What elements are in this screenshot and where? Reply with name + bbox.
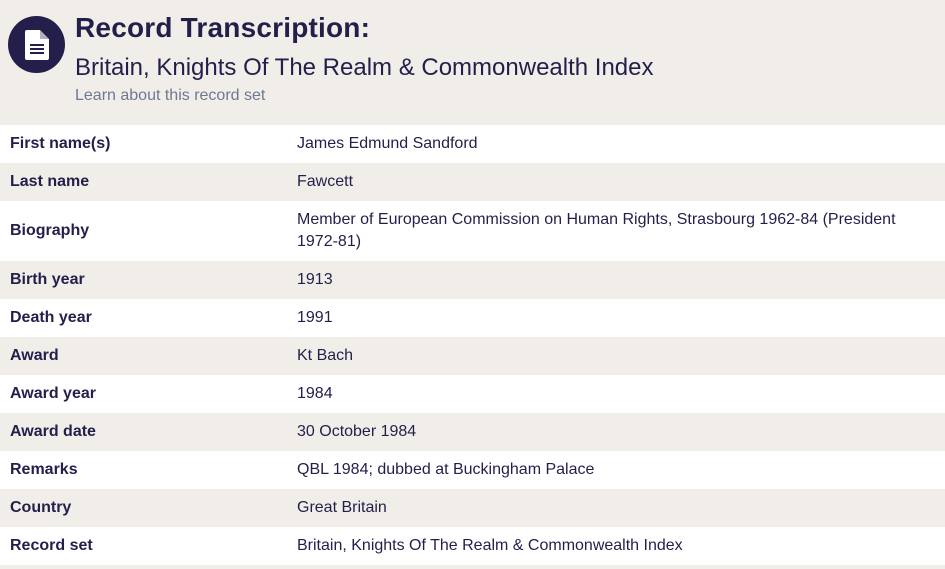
field-value: QBL 1984; dubbed at Buckingham Palace — [297, 461, 595, 478]
field-value: Kt Bach — [297, 347, 354, 364]
field-label: Country — [10, 499, 72, 516]
field-value: 1913 — [297, 271, 333, 288]
table-row: Biography Member of European Commission … — [0, 201, 945, 261]
table-row: Country Great Britain — [0, 489, 945, 527]
field-label: Death year — [10, 309, 92, 326]
field-label: Biography — [10, 222, 90, 239]
field-value: 1991 — [297, 309, 333, 326]
table-row: Record set Britain, Knights Of The Realm… — [0, 527, 945, 565]
page-title: Record Transcription: — [75, 12, 371, 43]
field-label: Record set — [10, 537, 93, 554]
field-label: Award year — [10, 385, 96, 402]
table-row: Award year 1984 — [0, 375, 945, 413]
table-row: Death year 1991 — [0, 299, 945, 337]
field-value: 30 October 1984 — [297, 423, 417, 440]
field-value: Britain, Knights Of The Realm & Commonwe… — [297, 537, 683, 554]
field-label: Last name — [10, 173, 90, 190]
field-label: Award — [10, 347, 59, 364]
table-row: Birth year 1913 — [0, 261, 945, 299]
field-label: Birth year — [10, 271, 85, 288]
table-row: First name(s) James Edmund Sandford — [0, 125, 945, 163]
field-value: James Edmund Sandford — [297, 135, 478, 152]
record-header: Record Transcription: Britain, Knights O… — [0, 0, 945, 125]
field-label: First name(s) — [10, 135, 111, 152]
field-value: Great Britain — [297, 499, 387, 516]
table-row: Remarks QBL 1984; dubbed at Buckingham P… — [0, 451, 945, 489]
table-row: Award date 30 October 1984 — [0, 413, 945, 451]
learn-about-record-set-link[interactable]: Learn about this record set — [75, 87, 266, 104]
field-value: 1984 — [297, 385, 333, 402]
document-icon — [8, 16, 65, 73]
transcription-table: First name(s) James Edmund Sandford Last… — [0, 125, 945, 565]
field-label: Award date — [10, 423, 96, 440]
table-row: Award Kt Bach — [0, 337, 945, 375]
table-row: Last name Fawcett — [0, 163, 945, 201]
field-value: Fawcett — [297, 173, 354, 190]
record-set-title: Britain, Knights Of The Realm & Commonwe… — [75, 54, 654, 81]
field-value: Member of European Commission on Human R… — [297, 211, 896, 250]
field-label: Remarks — [10, 461, 78, 478]
